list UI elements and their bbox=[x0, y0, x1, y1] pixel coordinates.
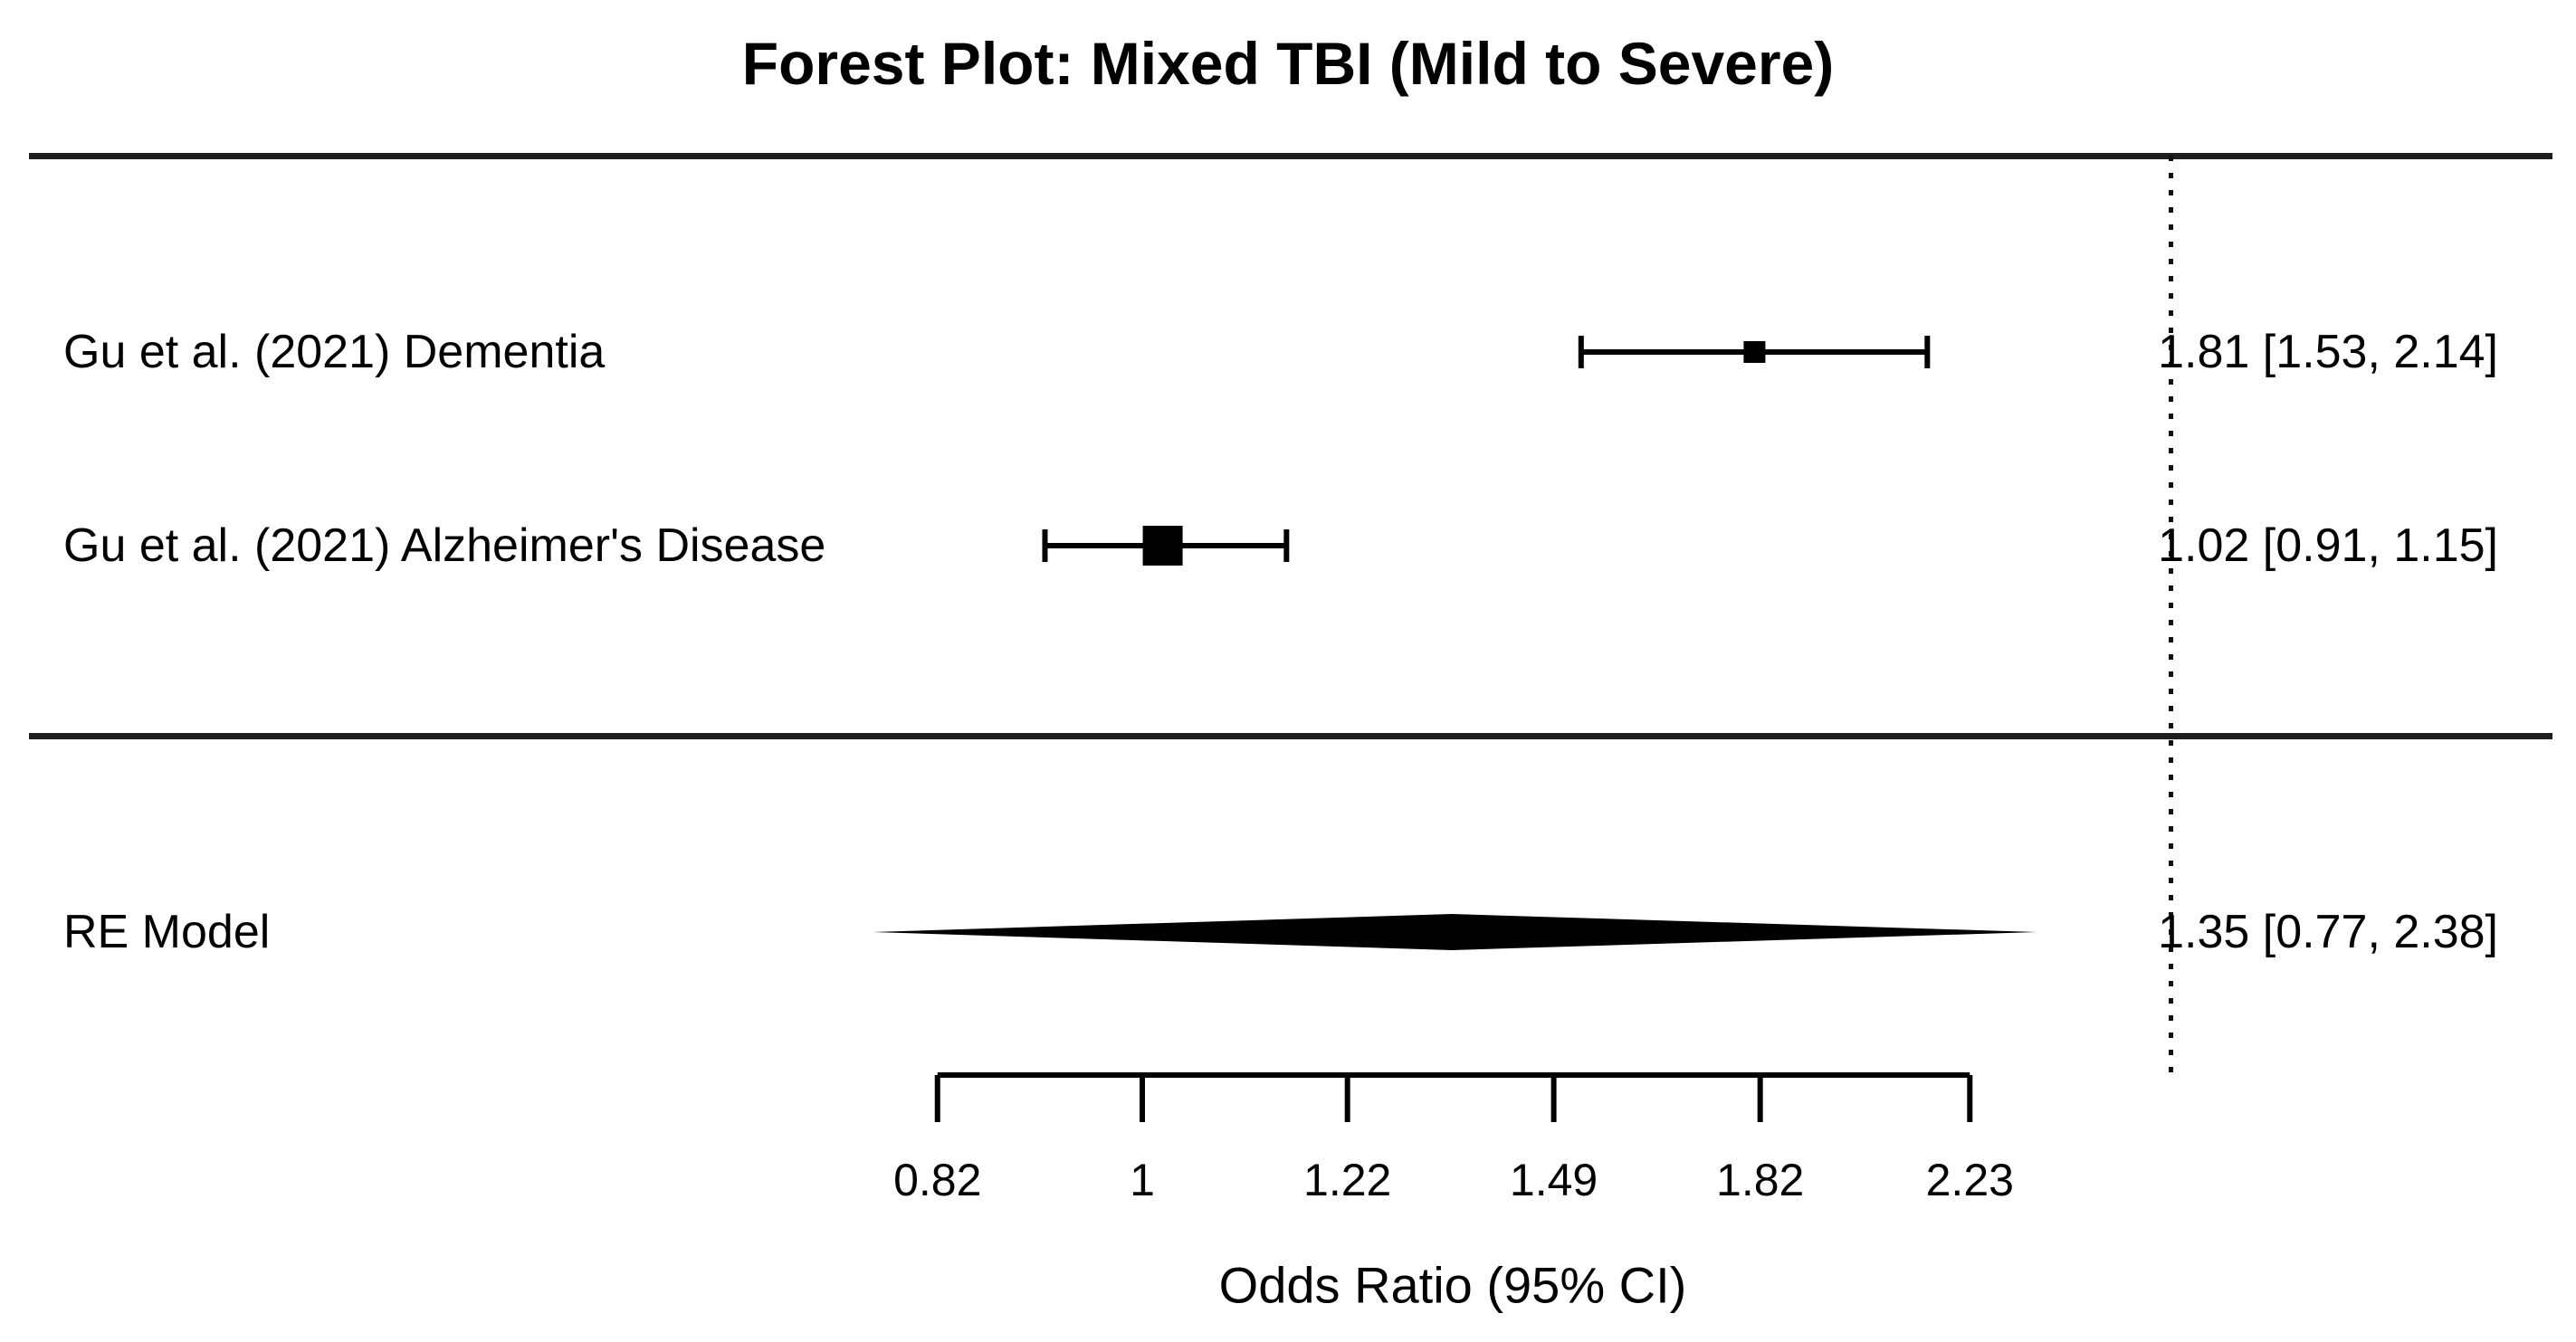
x-axis-tick-label: 1.49 bbox=[1509, 1155, 1598, 1205]
x-axis-tick-label: 1 bbox=[1130, 1155, 1155, 1205]
study-label: Gu et al. (2021) Dementia bbox=[63, 326, 606, 378]
summary-annotation: 1.35 [0.77, 2.38] bbox=[2158, 906, 2498, 958]
summary-label: RE Model bbox=[63, 906, 271, 958]
summary-diamond bbox=[873, 914, 2037, 950]
reference-dotted-line bbox=[2169, 156, 2174, 1077]
study-annotation: 1.02 [0.91, 1.15] bbox=[2158, 519, 2498, 572]
x-axis-tick-label: 1.22 bbox=[1303, 1155, 1392, 1205]
x-axis-tick-label: 0.82 bbox=[893, 1155, 982, 1205]
x-axis-tick-label: 2.23 bbox=[1925, 1155, 2014, 1205]
study-point-marker bbox=[1142, 526, 1183, 566]
study-annotation: 1.81 [1.53, 2.14] bbox=[2158, 326, 2498, 378]
header-rule bbox=[29, 153, 2552, 159]
summary-separator-rule bbox=[29, 733, 2552, 739]
study-label: Gu et al. (2021) Alzheimer's Disease bbox=[63, 519, 826, 572]
study-point-marker bbox=[1743, 341, 1766, 363]
plot-title: Forest Plot: Mixed TBI (Mild to Severe) bbox=[741, 30, 1835, 97]
x-axis-title: Odds Ratio (95% CI) bbox=[1218, 1256, 1687, 1314]
x-axis-tick-label: 1.82 bbox=[1716, 1155, 1805, 1205]
